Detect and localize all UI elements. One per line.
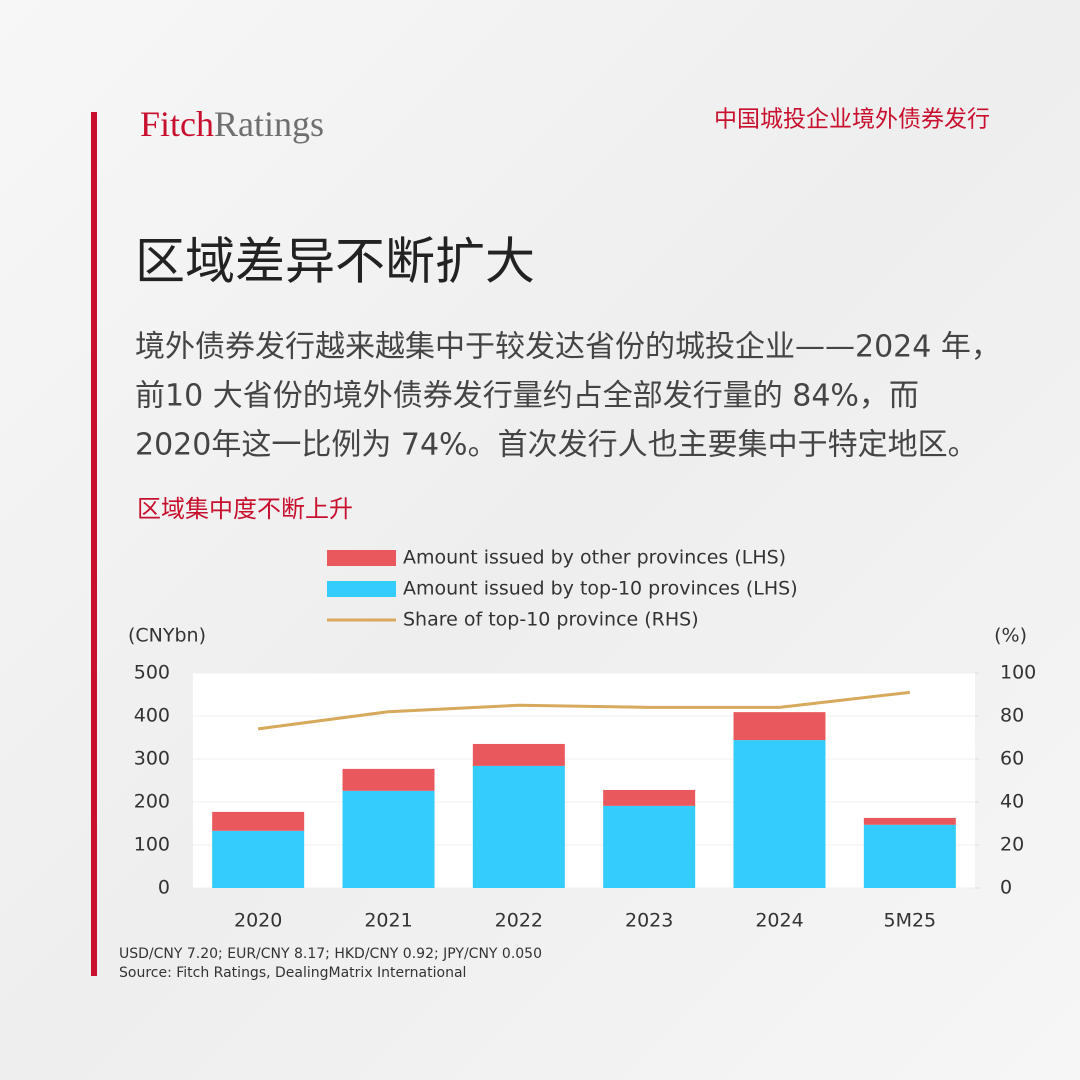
x-tick-label: 2023 [625,910,673,932]
bar [863,824,956,888]
y-tick-label: 200 [134,791,170,813]
bar [472,743,565,766]
legend-label: Amount issued by top-10 provinces (LHS) [403,578,798,600]
bar [733,712,826,741]
y2-tick-label: 40 [1000,791,1024,813]
y2-tick-label: 100 [1000,662,1036,684]
page-title: 区域差异不断扩大 [135,233,535,291]
bar [342,790,435,888]
x-tick-label: 2021 [364,910,412,932]
bar [472,765,565,888]
chart-title: 区域集中度不断上升 [137,495,353,523]
note: USD/CNY 7.20; EUR/CNY 8.17; HKD/CNY 0.92… [119,946,542,962]
y-tick-label: 500 [134,662,170,684]
y2-axis-label: (%) [994,625,1027,647]
line [257,690,911,731]
y-tick-label: 0 [158,877,170,899]
x-tick-label: 2022 [495,910,543,932]
bar [733,740,826,888]
bar [603,789,696,806]
note: Source: Fitch Ratings, DealingMatrix Int… [119,965,466,981]
x-tick-label: 2024 [755,910,803,932]
bar [342,768,435,791]
paragraph-line: 境外债券发行越来越集中于较发达省份的城投企业——2024 年， [135,330,1001,365]
paragraph-line: 2020年这一比例为 74%。首次发行人也主要集中于特定地区。 [135,428,978,463]
plot-area [193,673,975,888]
y-tick-label: 300 [134,748,170,770]
bar [212,811,305,831]
y-axis-label: (CNYbn) [128,625,206,647]
legend-swatch [327,550,396,566]
y2-tick-label: 20 [1000,834,1024,856]
accent-bar [91,112,97,976]
bar [603,805,696,888]
y-tick-label: 400 [134,705,170,727]
topic: 中国城投企业境外债券发行 [714,107,990,133]
bar [212,830,305,888]
logo-part: Fitch [140,104,214,144]
legend-label: Amount issued by other provinces (LHS) [403,547,786,569]
legend-label: Share of top-10 province (RHS) [403,609,699,631]
x-tick-label: 5M25 [883,910,936,932]
logo-part: Ratings [214,104,324,144]
y-tick-label: 100 [134,834,170,856]
y2-tick-label: 80 [1000,705,1024,727]
paragraph-line: 前10 大省份的境外债券发行量约占全部发行量的 84%，而 [135,379,919,414]
y2-tick-label: 60 [1000,748,1024,770]
legend-swatch [327,581,396,597]
y2-tick-label: 0 [1000,877,1012,899]
x-tick-label: 2020 [234,910,282,932]
bar [863,817,956,825]
logo: FitchRatings [140,104,324,144]
